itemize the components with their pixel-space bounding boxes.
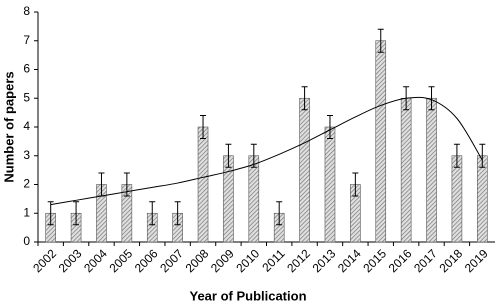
x-tick-label: 2007	[157, 246, 186, 275]
bar	[299, 97, 310, 243]
error-bar	[149, 201, 156, 226]
bar	[477, 155, 488, 243]
x-tick-label: 2004	[81, 246, 110, 275]
x-tick-label: 2015	[360, 246, 389, 275]
x-tick-label: 2019	[462, 246, 491, 275]
error-bar	[377, 28, 384, 53]
y-tick-label: 3	[23, 148, 30, 162]
error-bar	[250, 143, 257, 168]
x-tick-label: 2002	[30, 246, 59, 275]
x-tick-label: 2013	[310, 246, 339, 275]
y-tick-label: 5	[23, 90, 30, 104]
bar	[451, 155, 463, 243]
x-tick-label: 2011	[259, 246, 287, 274]
x-tick-label: 2009	[208, 246, 237, 275]
y-tick-label: 6	[23, 62, 30, 76]
error-bar	[200, 115, 207, 139]
x-tick-label: 2018	[436, 246, 465, 275]
error-bar	[479, 143, 486, 168]
bar	[223, 155, 234, 243]
x-tick-label: 2010	[233, 246, 262, 275]
bar	[400, 97, 412, 243]
bar	[324, 126, 336, 243]
y-axis-title: Number of papers	[1, 71, 16, 182]
trendline	[50, 96, 483, 206]
error-bar	[73, 201, 80, 226]
error-bar	[301, 86, 308, 111]
x-tick-label: 2017	[411, 246, 440, 275]
y-tick-label: 7	[23, 33, 30, 47]
y-tick-label: 0	[23, 234, 30, 248]
x-tick-label: 2008	[183, 246, 212, 275]
bar	[375, 40, 387, 243]
bar	[248, 155, 260, 243]
error-bar	[225, 143, 232, 168]
error-bar	[326, 115, 333, 139]
error-bar	[47, 201, 54, 226]
x-tick-label: 2014	[335, 246, 364, 275]
x-tick-label: 2016	[386, 246, 415, 275]
error-bar	[276, 201, 283, 226]
x-tick-label: 2012	[284, 246, 313, 275]
y-tick-label: 2	[23, 177, 30, 191]
bar	[197, 126, 209, 243]
x-tick-label: 2006	[132, 246, 161, 275]
y-tick-label: 4	[23, 119, 30, 133]
error-bar	[428, 86, 435, 111]
x-tick-label: 2005	[106, 246, 135, 275]
error-bar	[174, 201, 181, 226]
y-tick-label: 8	[23, 4, 30, 18]
x-tick-label: 2003	[56, 246, 85, 275]
x-axis-title: Year of Publication	[189, 288, 306, 303]
y-tick-label: 1	[23, 205, 30, 219]
error-bar	[352, 172, 359, 197]
bar	[426, 97, 437, 243]
error-bar	[453, 143, 460, 168]
